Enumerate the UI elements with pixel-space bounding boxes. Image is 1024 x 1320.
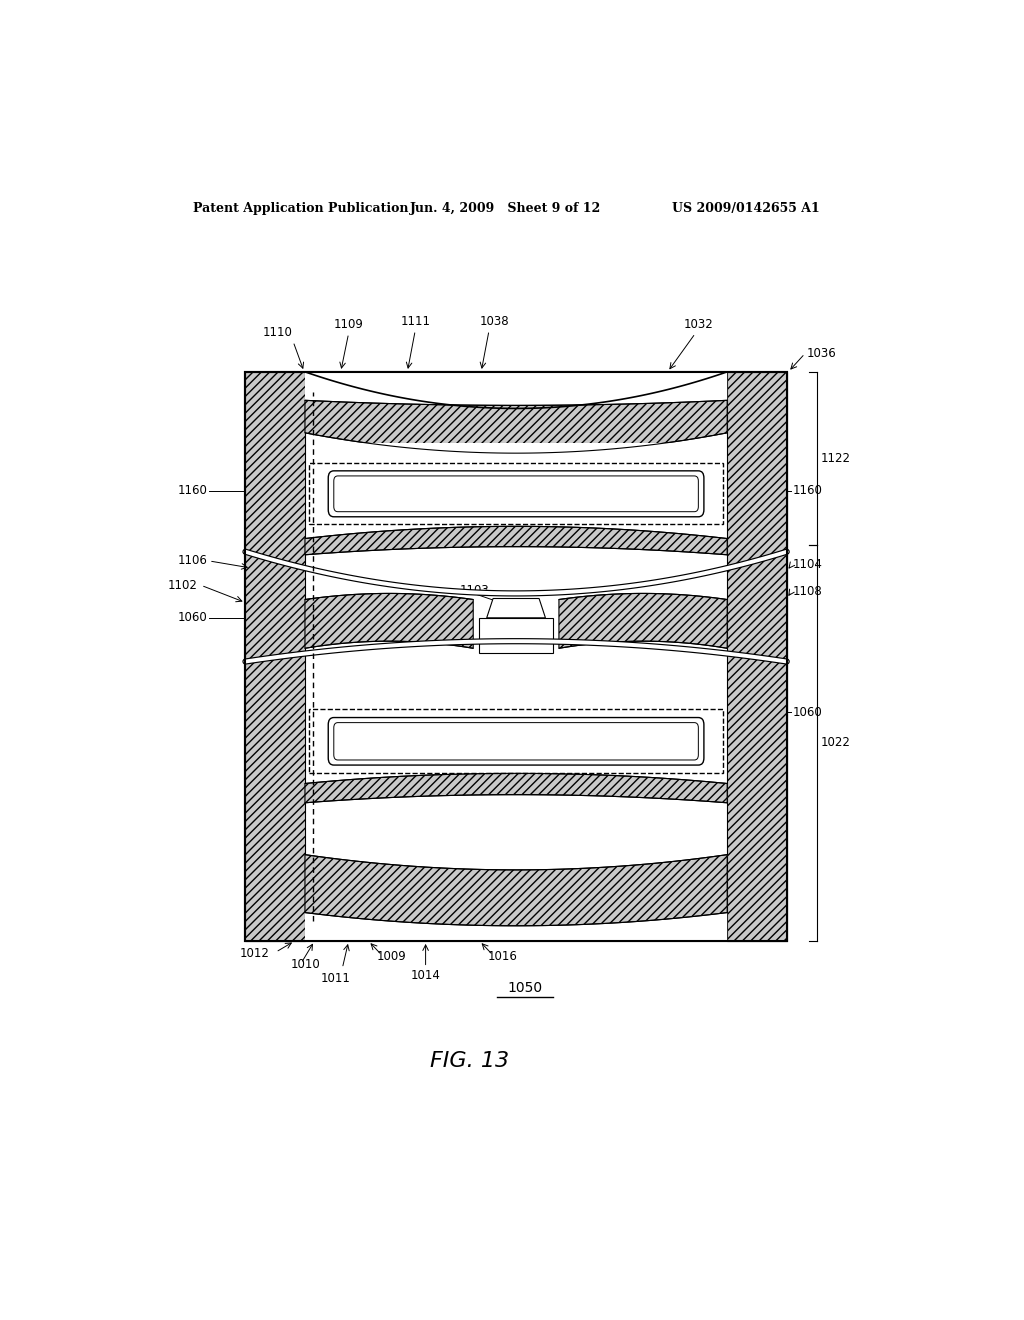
Text: 1022: 1022 bbox=[821, 737, 851, 750]
Polygon shape bbox=[486, 598, 546, 618]
Polygon shape bbox=[305, 912, 727, 941]
Polygon shape bbox=[305, 854, 727, 925]
Polygon shape bbox=[246, 372, 305, 941]
Polygon shape bbox=[309, 689, 723, 709]
Polygon shape bbox=[305, 400, 727, 453]
Text: 1032: 1032 bbox=[684, 318, 714, 331]
Text: 1109: 1109 bbox=[334, 318, 364, 331]
Text: Patent Application Publication: Patent Application Publication bbox=[194, 202, 409, 215]
FancyBboxPatch shape bbox=[329, 718, 703, 766]
Text: 1060: 1060 bbox=[793, 706, 823, 719]
Bar bbox=[246, 372, 786, 941]
Polygon shape bbox=[559, 594, 727, 648]
Text: 1160: 1160 bbox=[793, 484, 823, 498]
Polygon shape bbox=[727, 372, 786, 941]
Text: 1160: 1160 bbox=[177, 484, 207, 498]
Text: US 2009/0142655 A1: US 2009/0142655 A1 bbox=[672, 202, 819, 215]
Text: 1036: 1036 bbox=[807, 347, 837, 360]
Text: 1009: 1009 bbox=[377, 950, 407, 962]
Text: 1111: 1111 bbox=[400, 315, 430, 329]
Text: 1110: 1110 bbox=[262, 326, 292, 339]
Text: 1106: 1106 bbox=[177, 554, 207, 568]
Text: 1050: 1050 bbox=[507, 981, 543, 995]
Polygon shape bbox=[305, 372, 727, 408]
Polygon shape bbox=[309, 444, 723, 463]
FancyBboxPatch shape bbox=[334, 722, 698, 760]
FancyBboxPatch shape bbox=[329, 471, 703, 517]
Polygon shape bbox=[479, 618, 553, 653]
Text: 1122: 1122 bbox=[821, 451, 851, 465]
Polygon shape bbox=[305, 527, 727, 554]
FancyBboxPatch shape bbox=[334, 477, 698, 512]
Text: 1104: 1104 bbox=[793, 558, 823, 572]
Bar bbox=[309, 709, 723, 774]
Text: 1060: 1060 bbox=[177, 611, 207, 624]
Text: 1012: 1012 bbox=[240, 946, 269, 960]
Text: 1038: 1038 bbox=[480, 315, 510, 329]
Text: Jun. 4, 2009   Sheet 9 of 12: Jun. 4, 2009 Sheet 9 of 12 bbox=[410, 202, 601, 215]
Text: 1108: 1108 bbox=[793, 585, 823, 598]
Bar bbox=[246, 372, 786, 941]
Text: 1102: 1102 bbox=[168, 578, 198, 591]
Polygon shape bbox=[305, 594, 473, 648]
Text: 1103: 1103 bbox=[460, 583, 489, 597]
Text: 1016: 1016 bbox=[487, 950, 517, 962]
Text: FIG. 13: FIG. 13 bbox=[430, 1051, 509, 1071]
Text: 1010: 1010 bbox=[291, 958, 321, 972]
Bar bbox=[309, 463, 723, 524]
Text: 1011: 1011 bbox=[321, 972, 351, 985]
Text: 1014: 1014 bbox=[411, 969, 440, 982]
Polygon shape bbox=[305, 774, 727, 803]
